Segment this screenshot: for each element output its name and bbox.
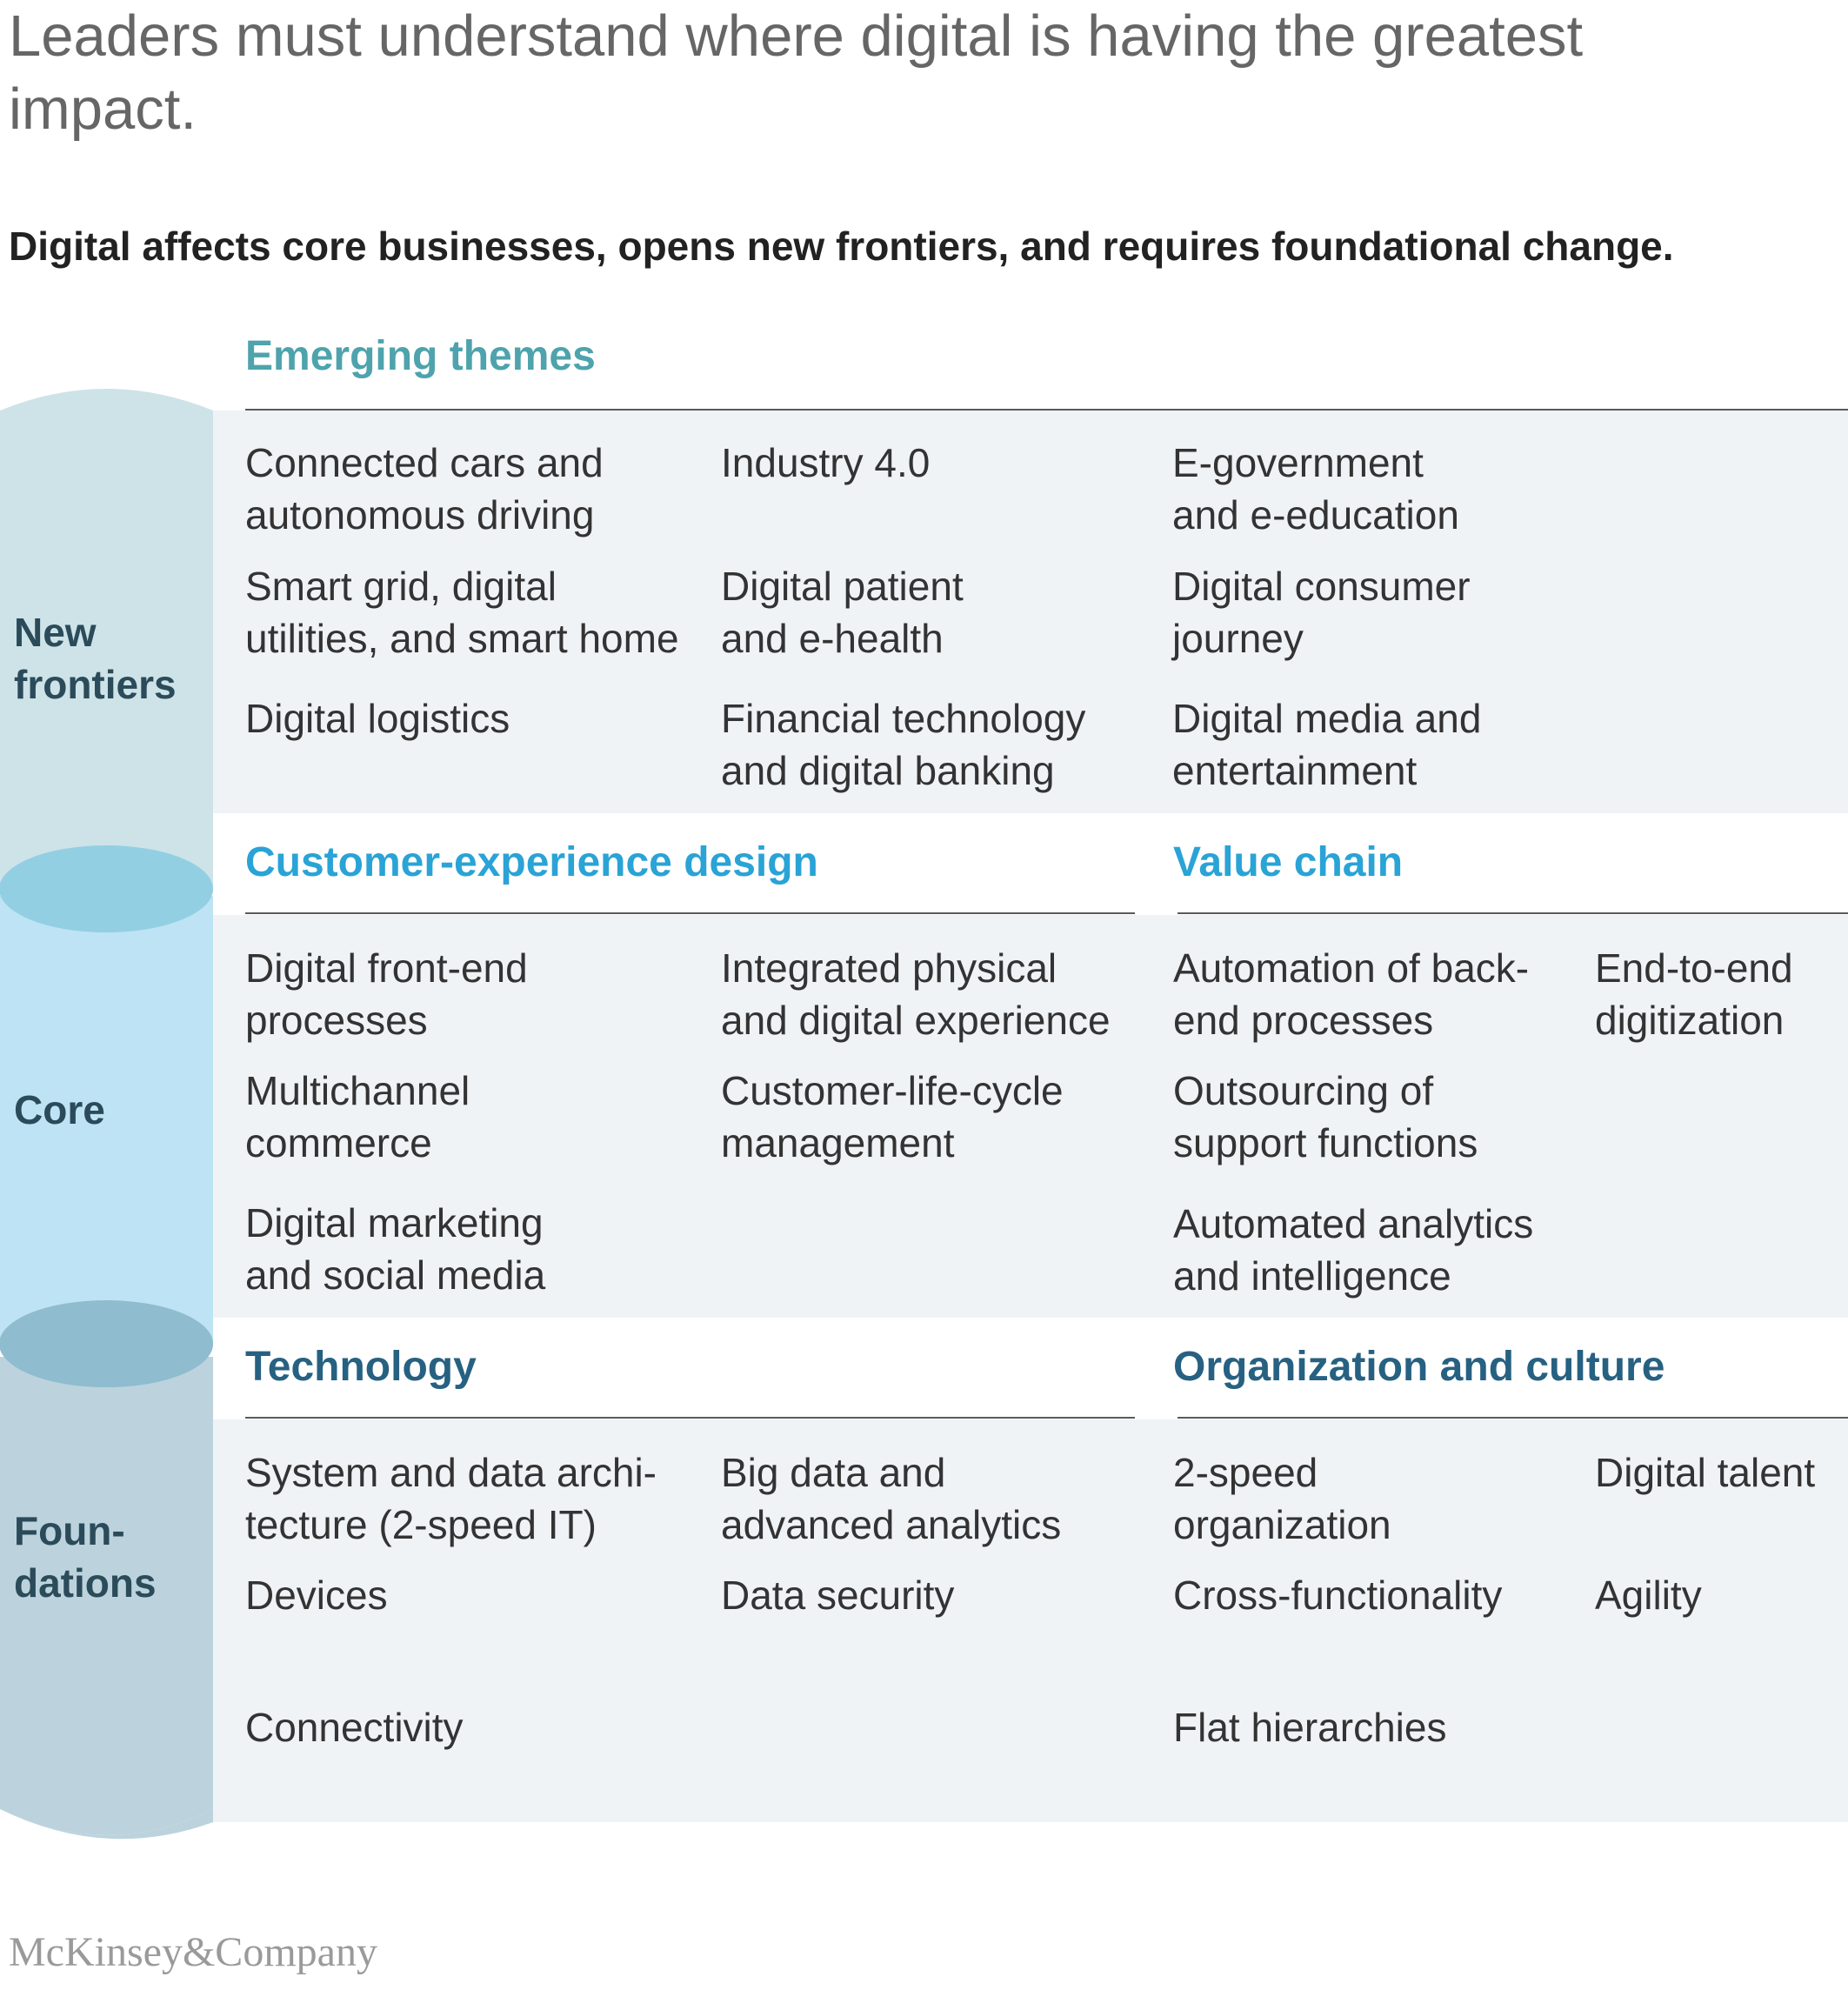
section-header-cx-design: Customer-experience design — [245, 839, 818, 885]
rule-technology — [245, 1417, 1135, 1419]
list-item: Data security — [721, 1573, 955, 1618]
list-item: Agility — [1595, 1573, 1702, 1618]
section-header-technology: Technology — [245, 1344, 477, 1390]
mckinsey-logo: McKinsey&Company — [9, 1929, 377, 1975]
rule-org-culture — [1178, 1417, 1848, 1419]
section-header-value-chain: Value chain — [1173, 839, 1404, 885]
list-item: Integrated physical and digital experienc… — [721, 945, 1111, 1043]
page-title: Leaders must understand where digital is… — [9, 3, 1584, 142]
list-item: Big data and advanced analytics — [721, 1450, 1062, 1547]
list-item: Digital logistics — [245, 696, 510, 741]
list-item: Digital talent — [1595, 1450, 1816, 1495]
list-item: Customer-life-cycle management — [721, 1068, 1064, 1165]
list-item: Financial technology and digital banking — [721, 696, 1086, 793]
list-item: Devices — [245, 1573, 388, 1618]
list-item: 2-speed organization — [1173, 1450, 1391, 1547]
rule-emerging — [245, 409, 1848, 411]
section-header-org-culture: Organization and culture — [1173, 1344, 1665, 1390]
list-item: Industry 4.0 — [721, 440, 931, 485]
list-item: Digital consumer journey — [1172, 564, 1471, 661]
list-item: End-to-end digitization — [1595, 945, 1793, 1043]
layer-cylinder — [0, 389, 213, 1840]
list-item: Flat hierarchies — [1173, 1705, 1447, 1750]
list-item: Automated analytics and intelligence — [1173, 1201, 1534, 1299]
layer-label-new-frontiers: New frontiers — [14, 610, 177, 707]
core-band — [0, 896, 213, 1344]
layer-label-foundations: Foun- dations — [14, 1508, 157, 1606]
list-item: Cross-functionality — [1173, 1573, 1503, 1618]
panel-foundations — [213, 1419, 1848, 1822]
list-item: Outsourcing of support functions — [1173, 1068, 1478, 1165]
list-item: Automation of back-end processes — [1173, 945, 1530, 1043]
list-item: Digital marketing and social media — [245, 1200, 546, 1298]
layer-label-core: Core — [14, 1087, 105, 1132]
panel-core — [213, 915, 1848, 1318]
rule-value-chain — [1178, 912, 1848, 914]
list-item: E-government and e-education — [1172, 440, 1459, 538]
list-item: Smart grid, digital utilities, and smart … — [245, 564, 679, 661]
panel-emerging — [213, 411, 1848, 813]
new-frontiers-band — [0, 389, 213, 889]
list-item: Digital media and entertainment — [1172, 696, 1482, 793]
list-item: Connected cars and autonomous driving — [245, 440, 604, 538]
page-subtitle: Digital affects core businesses, opens n… — [9, 224, 1674, 269]
foundations-band — [0, 1357, 213, 1835]
list-item: System and data archi-tecture (2-speed I… — [245, 1450, 657, 1547]
rule-cx-design — [245, 912, 1135, 914]
list-item: Digital patient and e-health — [721, 564, 964, 661]
section-header-emerging-themes: Emerging themes — [245, 333, 596, 379]
list-item: Multichannel commerce — [245, 1068, 470, 1165]
list-item: Connectivity — [245, 1705, 464, 1750]
list-item: Digital front-end processes — [245, 945, 528, 1043]
